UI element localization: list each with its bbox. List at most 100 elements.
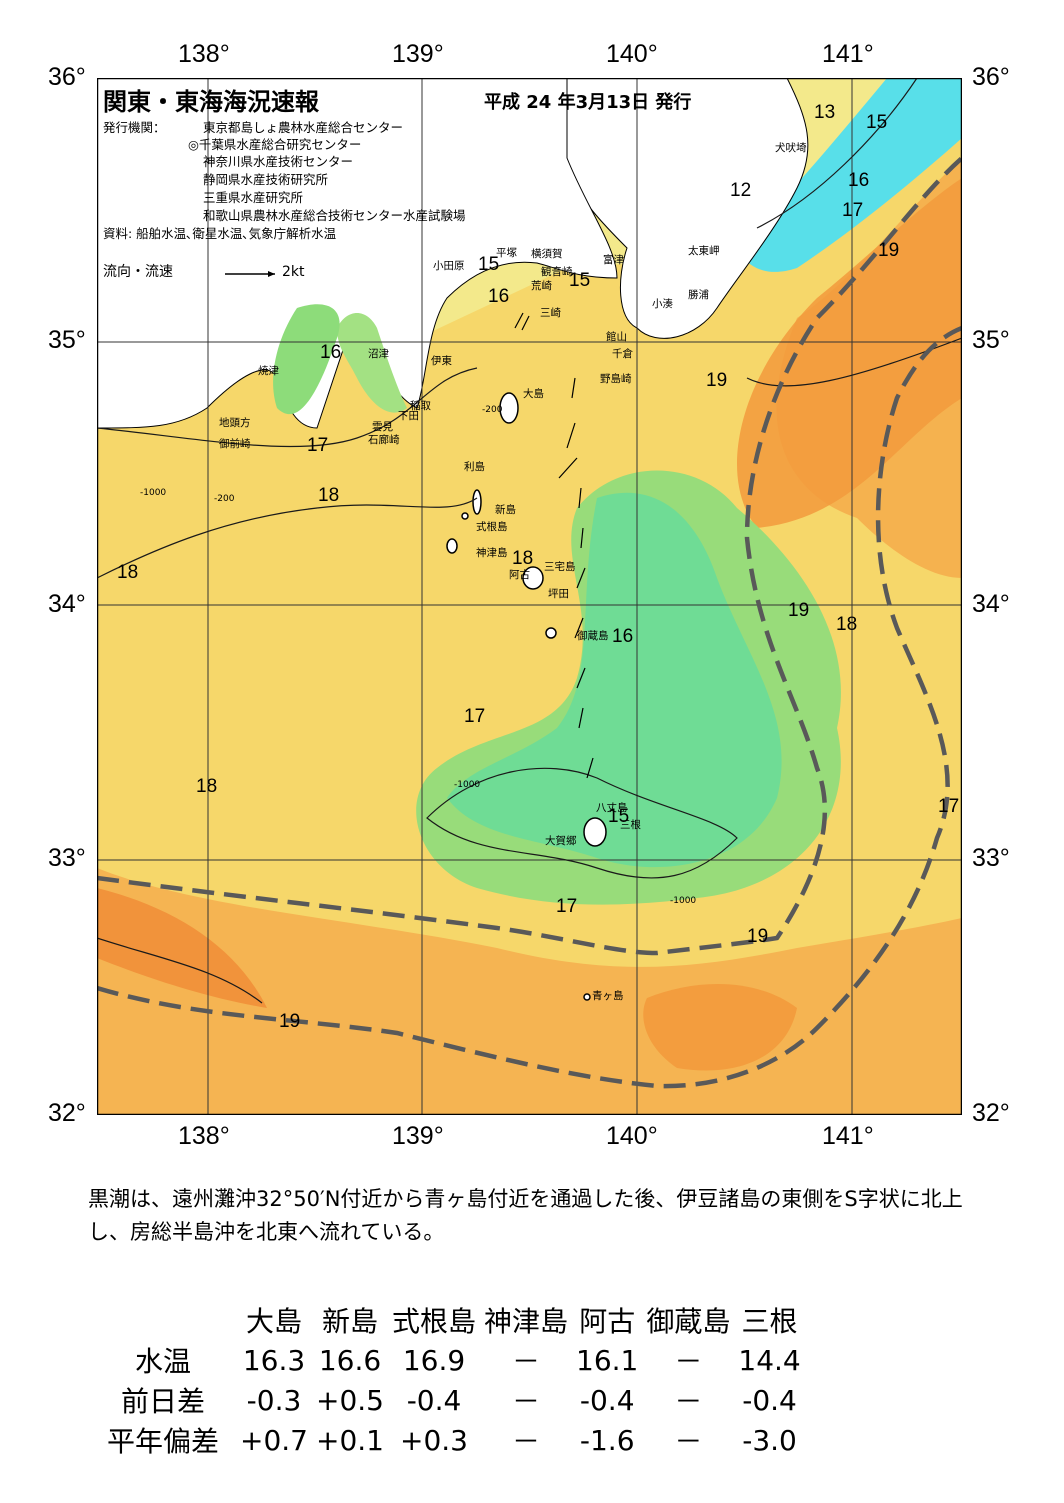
temp-label: 17: [938, 796, 960, 817]
temp-label: 18: [512, 548, 534, 569]
flow-scale-label: 2kt: [282, 264, 305, 280]
place-mikurajima: 御蔵島: [577, 630, 609, 642]
place-toshima: 利島: [464, 461, 485, 473]
issue-date: 平成 24 年3月13日 発行: [484, 92, 692, 113]
depth-label: -1000: [140, 488, 167, 498]
issuers-label: 発行機関：: [103, 120, 166, 135]
issuer-2: ◎千葉県水産総合研究センター: [188, 137, 362, 152]
graticule: [97, 78, 962, 1115]
land-izu-peninsula-green: [337, 313, 407, 413]
table-cell: -0.4: [742, 1383, 797, 1417]
lat-label-right-32: 32°: [972, 1099, 1010, 1127]
table-cell: -0.3: [246, 1383, 302, 1417]
table-cell: 16.1: [576, 1343, 639, 1377]
lon-label-bottom-140: 140°: [606, 1122, 658, 1150]
station-header: 阿古: [579, 1305, 636, 1338]
place-kannonzaki: 観音崎: [541, 266, 573, 278]
issuer-1: 東京都島しょ農林水産総合センター: [203, 120, 404, 135]
place-ito: 伊東: [431, 355, 452, 367]
table-cell: 14.4: [738, 1343, 801, 1377]
place-chikura: 千倉: [612, 348, 633, 360]
warm-east-core: [737, 178, 962, 528]
temp-label: 17: [556, 896, 578, 917]
station-header: 三根: [741, 1305, 798, 1338]
temp-label: 18: [117, 562, 139, 583]
place-taito: 太東岬: [688, 245, 720, 257]
table-header-row: 大島 新島 式根島 神津島 阿古 御蔵島 三根: [90, 1300, 805, 1340]
temp-label: 19: [788, 600, 810, 621]
table-cell: +0.7: [240, 1423, 308, 1457]
place-inatori: 稲取: [410, 400, 431, 412]
temp-label: 16: [848, 170, 870, 191]
island-aogashima: [583, 993, 591, 1001]
place-nojimazaki: 野島崎: [600, 373, 632, 385]
temp-label: 15: [608, 806, 630, 827]
table-cell: －: [674, 1345, 703, 1378]
map-title: 関東・東海海況速報: [103, 88, 319, 116]
temp-label: 17: [464, 706, 486, 727]
place-shimoda: 下田: [398, 410, 419, 422]
kuroshio-axis: [97, 156, 962, 1089]
temp-label: 18: [318, 485, 340, 506]
depth-label: -200: [482, 405, 503, 415]
table-cell: －: [674, 1425, 703, 1458]
station-header: 新島: [321, 1305, 378, 1338]
row-label: 前日差: [120, 1385, 205, 1418]
place-niijima: 新島: [495, 504, 516, 516]
island-miyakejima: [522, 566, 544, 590]
island-oshima: [499, 392, 519, 424]
place-hachijojima: 八丈島: [596, 802, 628, 814]
land-coast-green: [273, 304, 340, 415]
place-irozaki: 石廊崎: [368, 434, 400, 446]
kuroshio-summary: 黒潮は、遠州灘沖32°50′N付近から青ヶ島付近を通過した後、伊豆諸島の東側をS…: [88, 1187, 963, 1244]
current-arrows: [514, 312, 594, 779]
table-cell: －: [512, 1345, 541, 1378]
temp-label: 16: [488, 286, 510, 307]
temp-label: 17: [842, 200, 864, 221]
station-header: 大島: [245, 1305, 302, 1338]
table-cell: +0.5: [316, 1383, 384, 1417]
place-yokosuka: 横須賀: [531, 248, 563, 260]
warm-southwest-core: [97, 888, 267, 1008]
place-miyakejima: 三宅島: [544, 561, 576, 573]
lon-label-top-140: 140°: [606, 40, 658, 68]
station-header: 御蔵島: [646, 1305, 731, 1338]
place-yaizu: 焼津: [258, 365, 279, 377]
place-tsubota: 坪田: [548, 588, 569, 600]
lon-label-bottom-139: 139°: [392, 1122, 444, 1150]
depth-label: -200: [214, 494, 235, 504]
island-mikurajima: [545, 627, 557, 639]
table-row: 平年偏差 +0.7 +0.1 +0.3 － -1.6 － -3.0: [90, 1420, 805, 1460]
place-misaki: 三崎: [540, 307, 561, 319]
place-aogashima: 青ヶ島: [592, 990, 624, 1002]
temp-label: 15: [569, 270, 591, 291]
row-label: 水温: [134, 1345, 191, 1378]
lon-label-top-139: 139°: [392, 40, 444, 68]
island-niijima: [472, 489, 482, 515]
land-boso-peninsula: [566, 78, 809, 339]
island-shikinejima: [461, 512, 469, 520]
table-cell: 16.3: [242, 1343, 306, 1377]
place-futtsu: 富津: [603, 254, 624, 266]
issuer-4: 静岡県水産技術研究所: [203, 172, 329, 187]
place-kozushima: 神津島: [476, 547, 508, 559]
place-hiratsuka: 平塚: [496, 247, 517, 259]
isotherms: [97, 78, 962, 1004]
temp-label: 12: [730, 180, 752, 201]
table-row: 水温 16.3 16.6 16.9 － 16.1 － 14.4: [90, 1340, 805, 1380]
table-cell: -3.0: [742, 1423, 797, 1457]
row-label: 平年偏差: [106, 1425, 219, 1458]
temp-label: 16: [320, 342, 342, 363]
temp-label: 19: [747, 926, 769, 947]
lat-label-right-35: 35°: [972, 326, 1010, 354]
observation-table: 大島 新島 式根島 神津島 阿古 御蔵島 三根 水温 16.3 16.6 16.…: [90, 1300, 805, 1460]
place-mitsune: 三根: [620, 819, 641, 831]
issuer-6: 和歌山県農林水産総合技術センター水産試験場: [203, 208, 466, 223]
cold-northeast-cyan: [737, 78, 962, 272]
data-source: 資料: 船舶水温､衛星水温､気象庁解析水温: [103, 226, 337, 241]
temp-label: 17: [307, 435, 329, 456]
depth-label: -1000: [454, 780, 481, 790]
lat-label-left-33: 33°: [48, 844, 86, 872]
warm-south-core: [643, 984, 797, 1071]
table-cell: 16.9: [402, 1343, 466, 1377]
